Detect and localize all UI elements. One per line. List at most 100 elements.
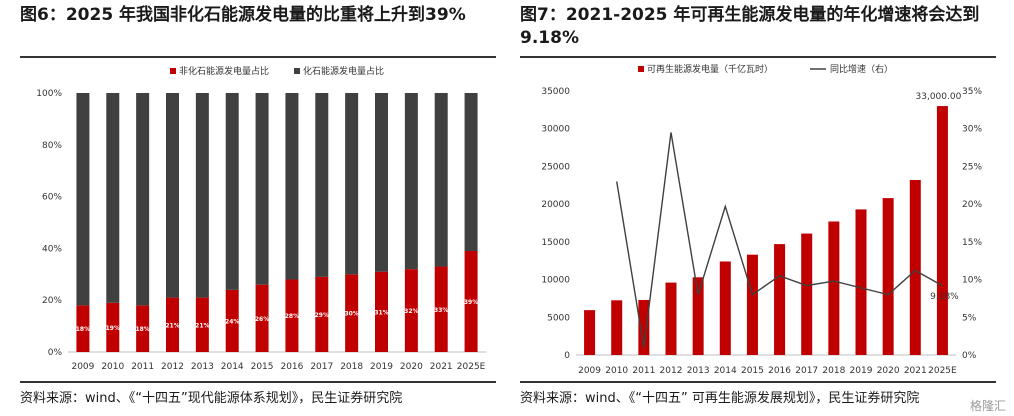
bar-renewable-generation (801, 233, 813, 355)
legend-label: 可再生能源发电量（千亿瓦时） (647, 63, 773, 75)
bar-renewable-generation (584, 310, 596, 355)
x-tick-label: 2015 (741, 366, 764, 376)
data-label: 28% (285, 313, 299, 320)
data-label: 19% (106, 325, 120, 332)
legend-label: 同比增速（右） (830, 63, 893, 75)
bar-renewable-generation (719, 261, 731, 355)
y-right-tick-label: 0% (962, 351, 977, 361)
bar-fossil (76, 93, 90, 306)
x-tick-label: 2019 (850, 366, 873, 376)
y-tick-label: 0% (48, 348, 63, 358)
bar-fossil (106, 93, 120, 303)
y-right-tick-label: 35% (962, 87, 982, 97)
source-rule (520, 381, 996, 383)
bar-fossil (404, 93, 418, 270)
y-right-tick-label: 10% (962, 276, 982, 286)
bar-renewable-generation (828, 221, 840, 355)
y-tick-label: 40% (42, 244, 62, 254)
y-right-tick-label: 20% (962, 200, 982, 210)
x-tick-label: 2009 (578, 366, 601, 376)
legend-swatch (638, 66, 644, 72)
bar-non-fossil (285, 279, 299, 352)
bar-fossil (434, 93, 448, 267)
y-right-tick-label: 25% (962, 162, 982, 172)
x-tick-label: 2016 (280, 362, 303, 372)
bar-renewable-generation (882, 198, 894, 355)
x-tick-label: 2012 (660, 366, 683, 376)
y-left-tick-label: 10000 (541, 276, 570, 286)
bar-renewable-generation (665, 282, 677, 355)
x-tick-label: 2017 (310, 362, 333, 372)
source-rule (20, 381, 496, 383)
x-tick-label: 2017 (795, 366, 818, 376)
x-tick-label: 2012 (161, 362, 184, 372)
figure-6-source: 资料来源：wind、《“十四五”现代能源体系规划》，民生证券研究院 (20, 391, 403, 406)
figure-6-panel: 图6：2025 年我国非化石能源发电量的比重将上升到39% 非化石能源发电量占比… (20, 0, 512, 416)
y-left-tick-label: 35000 (541, 87, 570, 97)
y-left-tick-label: 20000 (541, 200, 570, 210)
bar-renewable-generation (909, 180, 921, 355)
x-tick-label: 2015 (251, 362, 274, 372)
y-tick-label: 20% (42, 296, 62, 306)
bar-renewable-generation (611, 300, 623, 355)
bar-fossil (375, 93, 388, 272)
title-rule (520, 56, 996, 58)
bar-fossil (166, 93, 179, 298)
bar-fossil (285, 93, 299, 280)
x-tick-label: 2019 (370, 362, 393, 372)
x-tick-label: 2016 (768, 366, 791, 376)
data-label: 21% (165, 322, 179, 329)
x-tick-label: 2010 (605, 366, 628, 376)
y-left-tick-label: 15000 (541, 238, 570, 248)
y-tick-label: 80% (42, 141, 62, 151)
y-left-tick-label: 0 (564, 351, 570, 361)
data-label: 21% (195, 322, 209, 329)
bar-fossil (195, 93, 209, 298)
y-right-tick-label: 30% (962, 125, 982, 135)
bar-renewable-generation (746, 254, 758, 355)
x-tick-label: 2025E (457, 362, 486, 372)
bar-non-fossil (345, 274, 359, 352)
figure-7-source: 资料来源：wind、《“十四五” 可再生能源发展规划》，民生证券研究院 (520, 391, 920, 406)
data-label: 24% (225, 318, 239, 325)
title-rule (20, 56, 496, 58)
legend-label: 非化石能源发电量占比 (179, 65, 269, 77)
bar-non-fossil (375, 271, 388, 352)
data-label: 18% (76, 326, 90, 333)
data-label: 29% (315, 312, 329, 319)
bar-non-fossil (136, 305, 150, 352)
bar-non-fossil (464, 250, 478, 352)
bar-renewable-generation (855, 209, 867, 355)
figure-7-panel: 图7：2021-2025 年可再生能源发电量的年化增速将会达到 9.18% 可再… (520, 0, 1012, 416)
bar-renewable-generation (692, 277, 704, 355)
legend-swatch (294, 68, 300, 74)
bar-fossil (464, 93, 478, 251)
bar-renewable-generation (638, 299, 650, 355)
watermark: 格隆汇 (969, 399, 1006, 413)
x-tick-label: 2021 (904, 366, 927, 376)
x-tick-label: 2013 (687, 366, 710, 376)
annotation-final-value: 33,000.00 (916, 92, 962, 102)
data-label: 39% (464, 299, 478, 306)
legend-swatch (170, 68, 176, 74)
y-left-tick-label: 25000 (541, 162, 570, 172)
bar-non-fossil (195, 297, 209, 352)
x-tick-label: 2020 (877, 366, 900, 376)
bar-fossil (225, 93, 239, 290)
bar-non-fossil (76, 305, 90, 352)
line-yoy-growth (616, 132, 943, 348)
data-label: 31% (374, 309, 388, 316)
bar-non-fossil (434, 266, 448, 352)
bar-non-fossil (106, 302, 120, 352)
x-tick-label: 2010 (101, 362, 124, 372)
x-tick-label: 2011 (632, 366, 655, 376)
data-label: 30% (344, 311, 358, 318)
x-tick-label: 2025E (928, 366, 957, 376)
y-tick-label: 100% (36, 89, 62, 99)
stacked-bar-chart: 非化石能源发电量占比 化石能源发电量占比 0% 20% 40% 60% 80% 100% 18%… (36, 65, 486, 372)
bar-non-fossil (255, 284, 269, 352)
bar-renewable-generation (774, 244, 786, 355)
data-label: 32% (404, 308, 418, 315)
data-label: 33% (434, 307, 448, 314)
data-label: 18% (135, 326, 149, 333)
